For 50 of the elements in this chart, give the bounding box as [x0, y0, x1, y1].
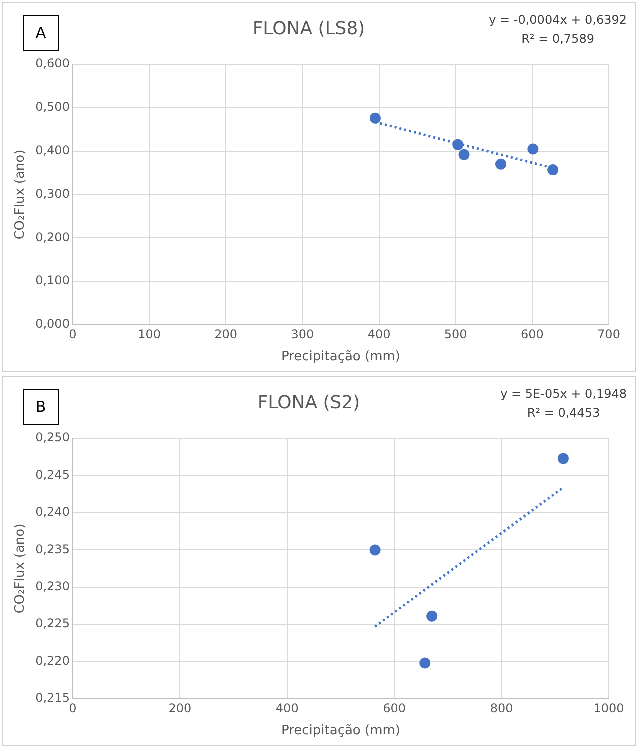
y-tick-label: 0,600 — [36, 56, 70, 71]
x-tick-label: 600 — [383, 701, 406, 716]
point — [548, 164, 559, 176]
y-tick-label: 0,245 — [36, 468, 70, 482]
point — [420, 658, 431, 669]
point — [528, 144, 539, 155]
x-axis-title: Precipitação (mm) — [281, 724, 400, 739]
text: R² = 0,7589 — [520, 31, 596, 48]
y-axis-title: CO₂Flux (ano) — [13, 524, 28, 614]
x-tick-label: 400 — [368, 327, 391, 342]
x-tick-label: 0 — [69, 701, 77, 716]
x-tick-label: 400 — [276, 701, 299, 716]
y-tick-label: 0,000 — [36, 317, 70, 332]
x-tick-label: 300 — [291, 327, 314, 342]
point — [458, 149, 470, 160]
x-tick-label: 500 — [444, 327, 468, 342]
y-tick-label: 0,225 — [36, 616, 70, 631]
x-tick-label: 800 — [490, 701, 514, 716]
x-tick-label: 1000 — [594, 701, 624, 716]
x-axis-title: Precipitação (mm) — [281, 350, 400, 365]
x-tick-label: 600 — [520, 327, 544, 342]
chart-title: FLONA (S2) — [258, 392, 360, 414]
y-tick-label: 0,215 — [36, 691, 70, 706]
y-tick-label: 0,200 — [36, 230, 70, 244]
x-tick-label: 200 — [168, 701, 192, 716]
chart-title: FLONA (LS8) — [252, 18, 366, 40]
y-axis-title: CO₂Flux (ano) — [13, 150, 28, 240]
y-tick-label: 0,230 — [36, 580, 70, 594]
y-tick-label: 0,100 — [36, 274, 70, 288]
x-tick-label: 700 — [598, 327, 620, 342]
text: A — [23, 15, 59, 51]
x-tick-label: 100 — [138, 327, 161, 342]
point — [370, 544, 381, 556]
x-tick-label: 0 — [69, 327, 77, 342]
y-tick-label: 0,220 — [36, 654, 70, 668]
y-tick-label: 0,250 — [36, 430, 70, 445]
text: y = -0,0004x + 0,6392 — [489, 12, 627, 29]
text: R² = 0,4453 — [526, 405, 602, 422]
point — [370, 112, 381, 124]
y-tick-label: 0,235 — [36, 542, 70, 556]
x-tick-label: 200 — [214, 327, 238, 342]
y-tick-label: 0,400 — [36, 144, 70, 158]
point — [426, 610, 438, 622]
y-tick-label: 0,300 — [36, 186, 70, 201]
y-tick-label: 0,500 — [36, 100, 70, 114]
point — [558, 453, 569, 464]
text: y = 5E-05x + 0,1948 — [500, 386, 627, 403]
text: B — [23, 389, 59, 425]
y-tick-label: 0,240 — [36, 505, 70, 520]
point — [496, 158, 507, 170]
